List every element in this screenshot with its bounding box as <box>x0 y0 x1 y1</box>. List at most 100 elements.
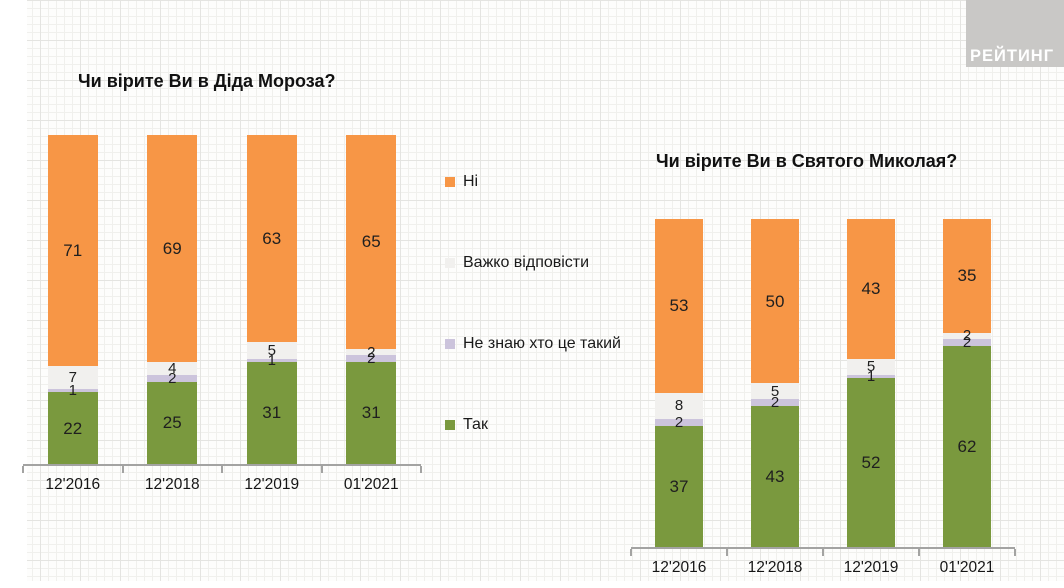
bar-segment-yes: 22 <box>47 392 98 464</box>
bar-segment-no: 69 <box>147 135 198 362</box>
axis-tick <box>22 466 24 473</box>
chart-did-moroz: 71 7 1 22 69 4 2 25 63 5 1 31 65 2 2 31 12'2016 12'2018 1… <box>22 135 422 494</box>
bar-segment-yes: 43 <box>751 405 799 547</box>
value-label: 43 <box>765 466 785 486</box>
x-axis-tick-label: 12'2016 <box>45 476 101 493</box>
value-label: 2 <box>962 327 972 345</box>
legend-swatch-icon <box>445 339 455 349</box>
stacked-bar-12'2018: 50 5 2 43 <box>751 219 799 547</box>
value-label: 2 <box>674 413 684 431</box>
bar-segment-no: 50 <box>751 219 799 383</box>
value-label: 31 <box>262 403 282 423</box>
value-label: 5 <box>267 341 276 359</box>
x-axis-tick-label: 12'2019 <box>244 476 300 493</box>
bar-segment-dont_know: 2 <box>147 371 198 386</box>
bar-cell: 50 5 2 43 <box>727 219 823 547</box>
value-label: 5 <box>866 358 876 376</box>
x-axis-labels: 12'2016 12'2018 12'2019 01'2021 <box>23 476 421 494</box>
axis-tick <box>420 466 422 473</box>
value-label: 71 <box>63 241 83 261</box>
value-label: 63 <box>262 229 282 249</box>
value-label: 43 <box>861 279 881 299</box>
legend: Ні Важко відповісти Не знаю хто це такий Та… <box>445 0 645 588</box>
bar-cell: 53 8 2 37 <box>631 219 727 547</box>
bar-cell: 63 5 1 31 <box>222 135 322 464</box>
bar-segment-dont_know: 1 <box>847 369 895 384</box>
x-axis-tick-label: 12'2018 <box>747 559 803 576</box>
bottom-margin <box>0 581 1064 588</box>
chart-svyatyi-mykolai: 53 8 2 37 50 5 2 43 43 5 1 52 35 2 2 62 12'2016 12'2018 1… <box>630 219 1016 577</box>
legend-label: Так <box>463 416 488 433</box>
stacked-bar-01'2021: 65 2 2 31 <box>346 135 397 464</box>
x-axis-tick-label: 12'2016 <box>651 559 707 576</box>
stacked-bar-12'2016: 71 7 1 22 <box>47 135 98 464</box>
value-label: 4 <box>168 360 177 378</box>
bar-segment-no: 35 <box>943 219 991 333</box>
plot-area: 53 8 2 37 50 5 2 43 43 5 1 52 35 2 2 62 <box>631 219 1015 547</box>
bar-segment-no: 65 <box>346 135 397 349</box>
x-axis <box>630 547 1016 556</box>
x-axis-tick-label: 12'2018 <box>144 476 200 493</box>
plot-area: 71 7 1 22 69 4 2 25 63 5 1 31 65 2 2 31 <box>23 135 421 464</box>
x-axis-tick-label: 12'2019 <box>843 559 899 576</box>
legend-label: Ні <box>463 173 479 190</box>
stacked-bar-12'2019: 63 5 1 31 <box>246 135 297 464</box>
bar-segment-dont_know: 2 <box>751 395 799 410</box>
x-axis <box>22 464 422 473</box>
stacked-bar-12'2019: 43 5 1 52 <box>847 219 895 547</box>
value-label: 69 <box>162 239 182 258</box>
value-label: 2 <box>962 333 972 351</box>
axis-tick <box>320 466 323 473</box>
legend-item-yes: Так <box>445 415 488 435</box>
x-axis-tick-label: 01'2021 <box>343 476 399 493</box>
value-label: 2 <box>367 343 376 361</box>
bar-segment-hard: 2 <box>346 345 397 360</box>
bar-segment-hard: 8 <box>655 392 703 420</box>
stacked-bar-12'2016: 53 8 2 37 <box>655 219 703 547</box>
bar-segment-hard: 2 <box>943 328 991 343</box>
bar-segment-dont_know: 1 <box>47 383 98 398</box>
value-label: 65 <box>361 232 381 252</box>
value-label: 2 <box>168 369 177 387</box>
legend-swatch-icon <box>445 177 455 187</box>
bar-segment-no: 53 <box>655 219 703 393</box>
value-label: 35 <box>957 266 977 286</box>
bar-segment-dont_know: 1 <box>246 353 297 368</box>
value-label: 2 <box>770 394 780 412</box>
bar-segment-hard: 5 <box>847 358 895 376</box>
value-label: 2 <box>367 350 376 368</box>
bar-segment-yes: 62 <box>943 345 991 547</box>
value-label: 7 <box>68 369 77 387</box>
stacked-bar-01'2021: 35 2 2 62 <box>943 219 991 547</box>
bar-cell: 65 2 2 31 <box>322 135 422 464</box>
bar-segment-no: 71 <box>47 135 98 367</box>
rating-logo: РЕЙТИНГ <box>966 0 1064 67</box>
value-label: 1 <box>866 368 876 385</box>
value-label: 22 <box>63 418 83 438</box>
legend-swatch-icon <box>445 258 455 268</box>
value-label: 8 <box>674 397 684 415</box>
axis-tick <box>121 466 124 473</box>
bar-cell: 69 4 2 25 <box>123 135 223 464</box>
axis-tick <box>918 549 920 556</box>
axis-tick <box>221 466 223 473</box>
bar-segment-dont_know: 2 <box>943 335 991 350</box>
bar-cell: 35 2 2 62 <box>919 219 1015 547</box>
axis-tick <box>726 549 728 556</box>
bar-segment-dont_know: 2 <box>346 351 397 366</box>
value-label: 62 <box>957 436 977 456</box>
chart1-title: Чи вірите Ви в Діда Мороза? <box>78 71 336 91</box>
legend-item-no: Ні <box>445 172 478 192</box>
legend-item-hard: Важко відповісти <box>445 253 589 273</box>
value-label: 53 <box>669 296 689 316</box>
legend-swatch-icon <box>445 420 455 430</box>
value-label: 52 <box>861 453 881 473</box>
bar-cell: 71 7 1 22 <box>23 135 123 464</box>
bar-cell: 43 5 1 52 <box>823 219 919 547</box>
bar-segment-yes: 25 <box>147 381 198 464</box>
x-axis-labels: 12'2016 12'2018 12'2019 01'2021 <box>631 559 1015 577</box>
bar-segment-hard: 5 <box>751 383 799 400</box>
chart2-title: Чи вірите Ви в Святого Миколая? <box>656 151 958 171</box>
bar-segment-hard: 7 <box>47 366 98 390</box>
value-label: 1 <box>267 351 276 369</box>
